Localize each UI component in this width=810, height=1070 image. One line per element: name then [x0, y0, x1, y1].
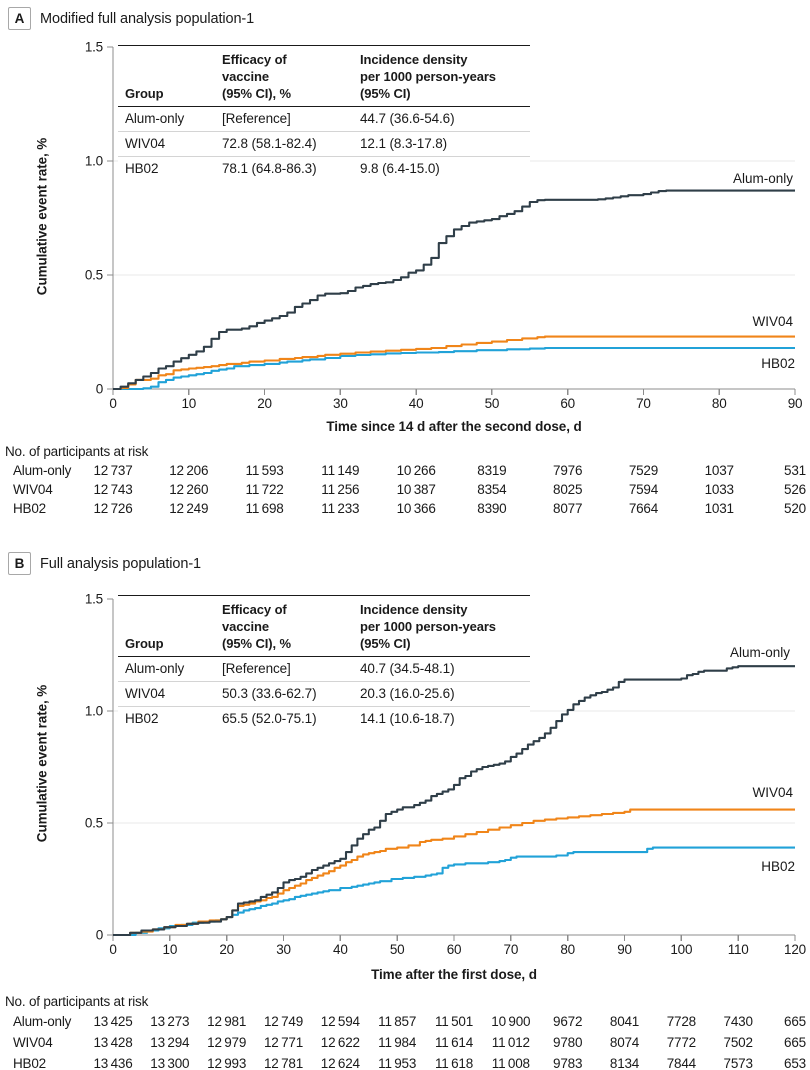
svg-text:100: 100	[670, 942, 692, 957]
table-cell-group: HB02	[125, 711, 159, 726]
svg-text:60: 60	[560, 396, 575, 411]
table-row: Alum-only [Reference] 44.7 (36.6-54.6)	[118, 107, 530, 131]
svg-text:110: 110	[728, 942, 749, 957]
table-row: HB02 78.1 (64.8-86.3) 9.8 (6.4-15.0)	[118, 156, 530, 181]
curve-label-hb02-b: HB02	[761, 859, 795, 874]
svg-text:0: 0	[96, 928, 103, 943]
curve-label-alum-only-a: Alum-only	[732, 171, 793, 186]
table-cell-group: Alum-only	[125, 111, 185, 126]
table-cell-incidence: 40.7 (34.5-48.1)	[360, 661, 455, 676]
col-header-group: Group	[125, 636, 164, 651]
efficacy-table-b: Group Efficacy of vaccine (95% CI), % In…	[118, 595, 530, 731]
col-header-efficacy: Efficacy of vaccine (95% CI), %	[222, 602, 291, 651]
svg-text:1.5: 1.5	[85, 592, 103, 607]
table-row: WIV04 50.3 (33.6-62.7) 20.3 (16.0-25.6)	[118, 681, 530, 706]
col-header-group: Group	[125, 86, 164, 101]
table-cell-group: WIV04	[125, 686, 166, 701]
y-axis-label-b: Cumulative event rate, %	[34, 684, 50, 843]
table-row: WIV04 72.8 (58.1-82.4) 12.1 (8.3-17.8)	[118, 131, 530, 156]
svg-text:70: 70	[504, 942, 519, 957]
y-axis-label-a: Cumulative event rate, %	[34, 137, 50, 296]
svg-text:10: 10	[181, 396, 196, 411]
table-cell-efficacy: 72.8 (58.1-82.4)	[222, 136, 317, 151]
svg-text:80: 80	[712, 396, 727, 411]
table-cell-incidence: 9.8 (6.4-15.0)	[360, 161, 440, 176]
curve-label-wiv04-a: WIV04	[752, 314, 793, 329]
svg-text:50: 50	[390, 942, 405, 957]
table-row: HB02 65.5 (52.0-75.1) 14.1 (10.6-18.7)	[118, 706, 530, 731]
panel-b-title: Full analysis population-1	[40, 555, 202, 572]
col-header-incidence: Incidence density per 1000 person-years …	[360, 52, 496, 101]
col-header-efficacy: Efficacy of vaccine (95% CI), %	[222, 52, 291, 101]
curve-label-alum-only-b: Alum-only	[729, 645, 790, 660]
panel-a-letter-badge: A	[8, 7, 31, 30]
table-cell-group: WIV04	[125, 136, 166, 151]
x-axis-label-a: Time since 14 d after the second dose, d	[326, 419, 582, 434]
svg-text:0.5: 0.5	[85, 816, 103, 831]
svg-text:70: 70	[636, 396, 651, 411]
table-cell-incidence: 20.3 (16.0-25.6)	[360, 686, 455, 701]
svg-text:0.5: 0.5	[85, 268, 103, 283]
table-row: Alum-only [Reference] 40.7 (34.5-48.1)	[118, 657, 530, 681]
table-cell-group: Alum-only	[125, 661, 185, 676]
table-cell-group: HB02	[125, 161, 159, 176]
table-cell-efficacy: [Reference]	[222, 661, 291, 676]
col-header-incidence: Incidence density per 1000 person-years …	[360, 602, 496, 651]
efficacy-table-b-header: Group Efficacy of vaccine (95% CI), % In…	[118, 596, 530, 657]
efficacy-table-a: Group Efficacy of vaccine (95% CI), % In…	[118, 45, 530, 181]
curve-label-hb02-a: HB02	[761, 356, 795, 371]
table-cell-efficacy: [Reference]	[222, 111, 291, 126]
curve-label-wiv04-b: WIV04	[752, 785, 793, 800]
x-axis-label-b: Time after the first dose, d	[371, 967, 537, 982]
svg-text:30: 30	[276, 942, 291, 957]
svg-text:1.0: 1.0	[85, 704, 103, 719]
svg-text:0: 0	[109, 942, 116, 957]
svg-text:1.0: 1.0	[85, 154, 103, 169]
svg-text:20: 20	[257, 396, 272, 411]
svg-text:30: 30	[333, 396, 348, 411]
panel-a-header: A Modified full analysis population-1	[8, 7, 254, 30]
svg-text:40: 40	[333, 942, 348, 957]
svg-text:90: 90	[788, 396, 803, 411]
risk-table-title-b: No. of participants at risk	[5, 994, 149, 1009]
table-cell-efficacy: 50.3 (33.6-62.7)	[222, 686, 317, 701]
panel-a-title: Modified full analysis population-1	[40, 10, 255, 27]
panel-b-header: B Full analysis population-1	[8, 552, 201, 575]
svg-text:90: 90	[617, 942, 632, 957]
panel-b-letter-badge: B	[8, 552, 31, 575]
svg-text:10: 10	[163, 942, 178, 957]
risk-table-title-a: No. of participants at risk	[5, 444, 149, 459]
svg-text:40: 40	[409, 396, 424, 411]
svg-text:120: 120	[784, 942, 806, 957]
table-cell-incidence: 14.1 (10.6-18.7)	[360, 711, 455, 726]
svg-text:80: 80	[560, 942, 575, 957]
svg-text:20: 20	[219, 942, 234, 957]
svg-text:0: 0	[109, 396, 116, 411]
table-cell-incidence: 12.1 (8.3-17.8)	[360, 136, 448, 151]
table-cell-efficacy: 65.5 (52.0-75.1)	[222, 711, 317, 726]
svg-text:1.5: 1.5	[85, 40, 103, 55]
svg-text:50: 50	[485, 396, 500, 411]
svg-text:60: 60	[447, 942, 462, 957]
table-cell-incidence: 44.7 (36.6-54.6)	[360, 111, 455, 126]
efficacy-table-a-header: Group Efficacy of vaccine (95% CI), % In…	[118, 46, 530, 107]
svg-text:0: 0	[96, 382, 103, 397]
table-cell-efficacy: 78.1 (64.8-86.3)	[222, 161, 317, 176]
